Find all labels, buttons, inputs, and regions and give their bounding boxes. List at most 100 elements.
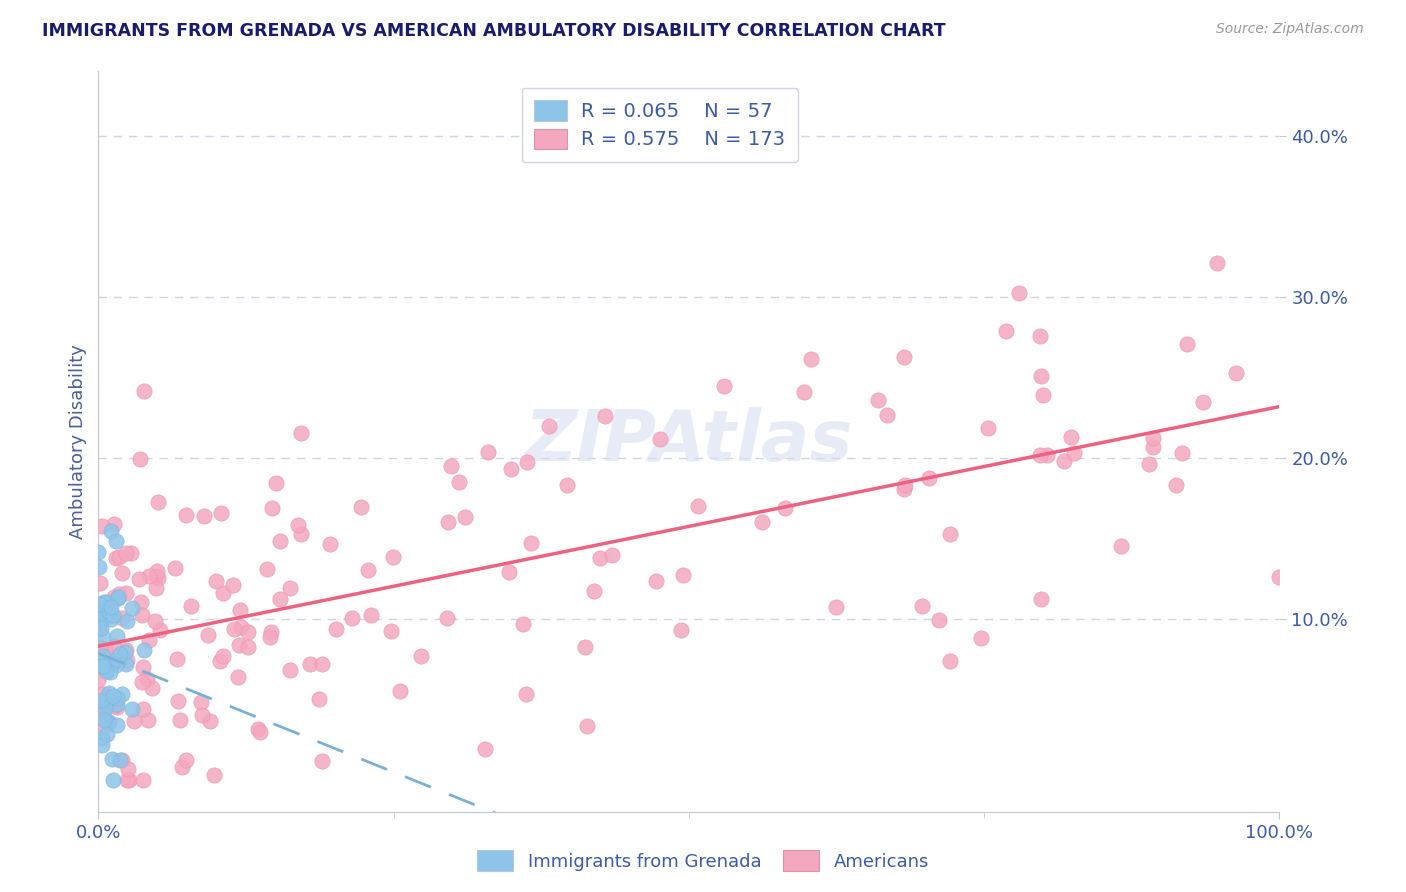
Point	[388, 683, 411, 698]
Point	[236, 640, 259, 654]
Point	[89, 607, 111, 621]
Point	[90, 704, 112, 718]
Point	[101, 689, 124, 703]
Point	[498, 565, 520, 579]
Point	[311, 754, 333, 768]
Point	[211, 586, 233, 600]
Point	[145, 581, 167, 595]
Point	[93, 595, 115, 609]
Point	[121, 702, 143, 716]
Point	[1171, 446, 1194, 460]
Point	[115, 772, 138, 787]
Point	[149, 623, 172, 637]
Point	[1036, 448, 1059, 462]
Point	[205, 574, 228, 589]
Point	[93, 687, 115, 701]
Point	[236, 624, 259, 639]
Point	[105, 629, 128, 643]
Point	[174, 508, 197, 523]
Point	[115, 653, 138, 667]
Point	[222, 578, 245, 592]
Point	[89, 655, 111, 669]
Point	[143, 614, 166, 628]
Point	[512, 617, 534, 632]
Point	[928, 613, 950, 627]
Point	[131, 660, 153, 674]
Point	[94, 701, 117, 715]
Point	[148, 495, 170, 509]
Point	[360, 608, 382, 623]
Point	[1063, 446, 1085, 460]
Point	[94, 595, 117, 609]
Point	[91, 649, 114, 664]
Point	[166, 694, 188, 708]
Point	[132, 702, 155, 716]
Point	[582, 584, 605, 599]
Point	[800, 352, 823, 367]
Point	[231, 620, 253, 634]
Point	[91, 518, 114, 533]
Point	[350, 500, 373, 514]
Point	[1031, 592, 1053, 607]
Point	[107, 654, 129, 668]
Point	[97, 605, 120, 619]
Point	[229, 602, 252, 616]
Point	[751, 515, 773, 529]
Point	[115, 657, 138, 672]
Point	[713, 379, 735, 393]
Point	[101, 772, 124, 787]
Point	[269, 534, 291, 549]
Point	[994, 324, 1017, 338]
Point	[290, 527, 312, 541]
Point	[264, 476, 287, 491]
Point	[876, 409, 898, 423]
Point	[111, 611, 134, 625]
Point	[98, 715, 121, 730]
Point	[893, 478, 915, 492]
Point	[1008, 286, 1031, 301]
Point	[107, 717, 129, 731]
Point	[290, 425, 312, 440]
Point	[246, 722, 269, 736]
Point	[970, 632, 993, 646]
Point	[105, 691, 128, 706]
Point	[132, 772, 155, 787]
Point	[135, 673, 157, 687]
Point	[454, 510, 477, 524]
Point	[202, 768, 225, 782]
Point	[1205, 255, 1227, 269]
Point	[89, 575, 111, 590]
Point	[114, 586, 136, 600]
Point	[440, 458, 463, 473]
Point	[108, 587, 131, 601]
Point	[93, 695, 115, 709]
Point	[644, 574, 666, 589]
Point	[170, 759, 193, 773]
Point	[110, 753, 132, 767]
Point	[94, 610, 117, 624]
Point	[107, 590, 129, 604]
Point	[96, 727, 118, 741]
Point	[686, 499, 709, 513]
Point	[87, 673, 110, 688]
Point	[90, 738, 112, 752]
Point	[138, 569, 160, 583]
Point	[228, 639, 250, 653]
Point	[593, 409, 616, 424]
Point	[1268, 569, 1291, 583]
Point	[129, 595, 152, 609]
Point	[91, 731, 114, 746]
Point	[191, 708, 214, 723]
Point	[520, 536, 543, 550]
Point	[117, 762, 139, 776]
Point	[103, 591, 125, 605]
Point	[114, 642, 136, 657]
Point	[94, 713, 117, 727]
Point	[90, 655, 112, 669]
Point	[87, 560, 110, 574]
Point	[105, 534, 128, 549]
Point	[939, 527, 962, 541]
Point	[325, 622, 347, 636]
Point	[89, 622, 111, 636]
Point	[311, 657, 333, 671]
